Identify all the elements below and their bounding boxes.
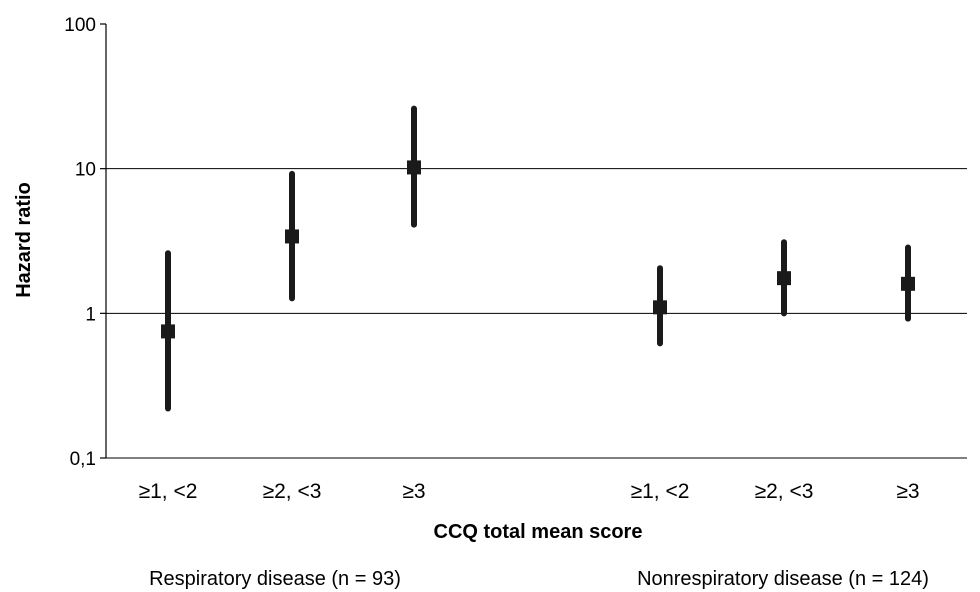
gridlines xyxy=(106,168,967,459)
hazard-ratio-point xyxy=(653,300,667,315)
y-tick-label: 100 xyxy=(64,15,96,36)
y-axis-title: Hazard ratio xyxy=(13,182,35,298)
group-label-nonrespiratory: Nonrespiratory disease (n = 124) xyxy=(637,568,929,590)
y-tick-label: 1 xyxy=(85,304,96,325)
x-tick-label: ≥1, <2 xyxy=(139,480,198,503)
hazard-ratio-point xyxy=(901,276,915,291)
hazard-ratio-point xyxy=(285,229,299,244)
x-axis-title: CCQ total mean score xyxy=(434,521,643,543)
y-tick-label: 0,1 xyxy=(70,449,96,470)
group-label-respiratory: Respiratory disease (n = 93) xyxy=(149,568,401,590)
category-labels: ≥1, <2 ≥2, <3 ≥3 ≥1, <2 ≥2, <3 ≥3 xyxy=(139,480,920,503)
x-tick-label: ≥1, <2 xyxy=(631,480,690,503)
data-marks xyxy=(161,105,915,412)
hazard-ratio-point xyxy=(161,324,175,339)
y-axis: 0,1 1 10 100 xyxy=(64,15,107,470)
y-tick-label: 10 xyxy=(75,160,96,181)
x-tick-label: ≥2, <3 xyxy=(755,480,814,503)
x-tick-label: ≥2, <3 xyxy=(263,480,322,503)
x-tick-label: ≥3 xyxy=(402,480,425,503)
x-tick-label: ≥3 xyxy=(896,480,919,503)
hazard-ratio-point xyxy=(777,271,791,286)
hazard-ratio-point xyxy=(407,160,421,175)
